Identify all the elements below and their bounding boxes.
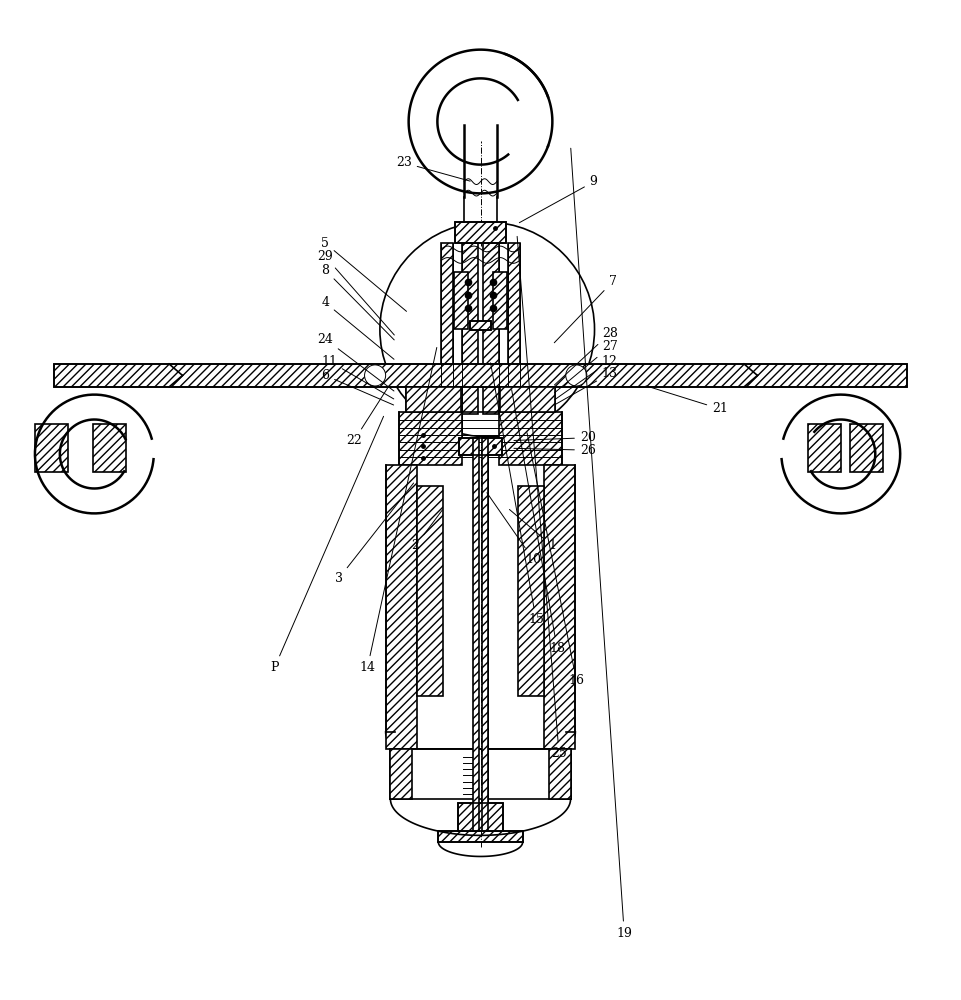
Text: 4: 4 <box>321 296 394 359</box>
Bar <box>438 831 523 842</box>
Bar <box>808 424 841 472</box>
Bar <box>457 803 504 831</box>
Bar <box>470 321 491 330</box>
Circle shape <box>566 365 587 386</box>
Bar <box>483 243 499 414</box>
Text: 7: 7 <box>554 275 617 343</box>
Bar <box>454 272 468 329</box>
Bar <box>850 424 883 472</box>
Text: 16: 16 <box>527 433 584 687</box>
Text: 25: 25 <box>517 236 567 760</box>
Text: 6: 6 <box>321 369 394 405</box>
Bar <box>483 438 502 455</box>
Text: 26: 26 <box>514 444 596 457</box>
Text: 28: 28 <box>554 327 618 385</box>
Bar <box>417 486 443 696</box>
Bar <box>544 465 576 749</box>
Text: 19: 19 <box>571 148 632 940</box>
Text: 12: 12 <box>554 355 618 400</box>
Text: 3: 3 <box>334 483 413 585</box>
Bar <box>54 364 907 387</box>
Text: 14: 14 <box>359 347 437 674</box>
Text: 18: 18 <box>511 390 565 655</box>
Text: 5: 5 <box>321 237 407 311</box>
Bar <box>441 243 453 438</box>
Bar <box>390 749 571 799</box>
Bar <box>407 387 461 412</box>
Text: 2: 2 <box>411 510 442 552</box>
Text: 15: 15 <box>490 363 544 626</box>
Text: 10: 10 <box>487 493 541 566</box>
Text: 22: 22 <box>346 387 388 447</box>
Text: 8: 8 <box>321 264 394 340</box>
Text: 29: 29 <box>317 250 394 335</box>
Bar <box>482 438 488 831</box>
Bar <box>500 387 554 412</box>
Text: 24: 24 <box>317 333 394 391</box>
Bar <box>455 222 506 243</box>
Bar <box>455 222 506 243</box>
Bar <box>385 465 417 749</box>
Bar <box>93 424 126 472</box>
Bar <box>499 412 562 465</box>
Text: 21: 21 <box>646 386 728 415</box>
Bar <box>473 438 479 831</box>
Bar <box>35 424 67 472</box>
Text: P: P <box>270 416 383 674</box>
Bar <box>390 749 411 799</box>
Bar <box>508 243 520 438</box>
Bar <box>470 321 491 330</box>
Text: 13: 13 <box>554 367 618 405</box>
Text: 1: 1 <box>509 509 556 552</box>
Bar <box>457 803 504 831</box>
Bar <box>493 272 507 329</box>
Bar <box>462 243 478 414</box>
Bar <box>54 364 907 387</box>
Text: 23: 23 <box>396 156 470 181</box>
Text: 20: 20 <box>514 431 596 444</box>
Text: 9: 9 <box>519 175 598 223</box>
Circle shape <box>364 365 385 386</box>
Text: 11: 11 <box>321 355 394 399</box>
Bar <box>518 486 544 696</box>
Bar <box>459 438 478 455</box>
Bar <box>459 438 502 455</box>
Bar <box>399 412 462 465</box>
Bar <box>550 749 571 799</box>
Text: 27: 27 <box>554 340 618 393</box>
